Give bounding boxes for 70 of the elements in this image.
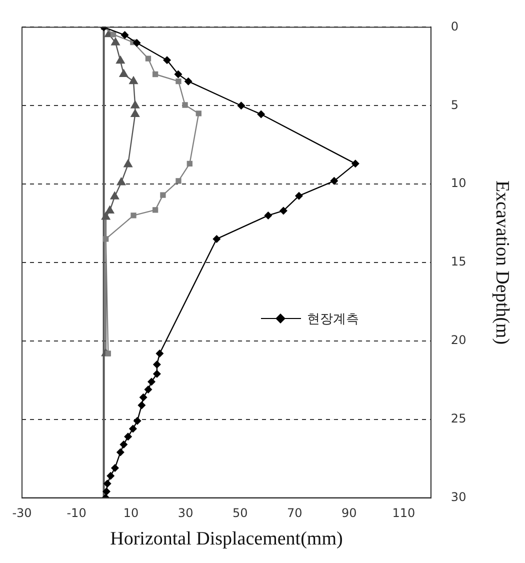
point [212, 234, 221, 243]
point [196, 110, 202, 116]
point [237, 102, 246, 110]
x-tick-label: 30 [178, 506, 194, 520]
x-tick-label: 50 [232, 506, 248, 520]
point [279, 206, 288, 215]
y-tick-label: 10 [450, 176, 466, 190]
y-tick-label: 5 [450, 98, 459, 112]
point [106, 472, 115, 480]
point [101, 212, 111, 220]
point [152, 71, 158, 78]
x-tick-label: -30 [12, 506, 32, 520]
point [294, 192, 303, 200]
x-tick-label: 110 [392, 506, 416, 520]
y-axis-title: Excavation Depth(m) [492, 180, 513, 345]
x-axis-title: Horizontal Displacement(mm) [110, 528, 343, 550]
point [160, 192, 166, 198]
point [130, 108, 140, 118]
point [139, 393, 148, 402]
point [184, 77, 192, 86]
point [176, 178, 182, 184]
point [152, 370, 161, 378]
point [123, 158, 133, 168]
point [118, 68, 128, 78]
point [103, 480, 112, 488]
point [351, 160, 360, 168]
y-tick-label: 0 [450, 19, 459, 34]
point [116, 177, 126, 186]
point [102, 488, 111, 496]
point [105, 205, 115, 214]
point [330, 176, 338, 185]
point [116, 55, 126, 64]
point [152, 360, 161, 368]
x-tick-label: 10 [123, 506, 139, 520]
point [128, 76, 138, 84]
point [144, 386, 152, 394]
point [152, 207, 158, 213]
point [130, 100, 140, 108]
point [156, 349, 164, 358]
y-tick-label: 30 [450, 490, 466, 504]
point [130, 212, 136, 218]
point [110, 37, 120, 46]
point [103, 236, 109, 242]
point [182, 102, 188, 108]
point [163, 56, 172, 64]
x-tick-label: 90 [342, 506, 357, 520]
y-tick-label: 25 [450, 411, 466, 426]
point [132, 38, 141, 47]
x-tick-label: 70 [286, 506, 302, 520]
point [174, 70, 182, 78]
point [138, 401, 146, 410]
point [186, 160, 192, 167]
point [116, 448, 124, 456]
point [110, 464, 119, 472]
point [176, 78, 182, 84]
point [120, 440, 128, 448]
point [110, 191, 120, 200]
y-tick-label: 20 [450, 333, 466, 348]
point [257, 110, 266, 118]
point [110, 32, 116, 38]
y-tick-label: 15 [450, 254, 466, 269]
legend-label: 현장계측 [306, 310, 359, 328]
point [124, 432, 132, 441]
point [120, 31, 129, 40]
x-tick-label: -10 [66, 506, 86, 520]
point [128, 424, 137, 433]
point [147, 378, 156, 386]
point [264, 211, 272, 220]
point [133, 416, 142, 425]
point [145, 56, 152, 62]
